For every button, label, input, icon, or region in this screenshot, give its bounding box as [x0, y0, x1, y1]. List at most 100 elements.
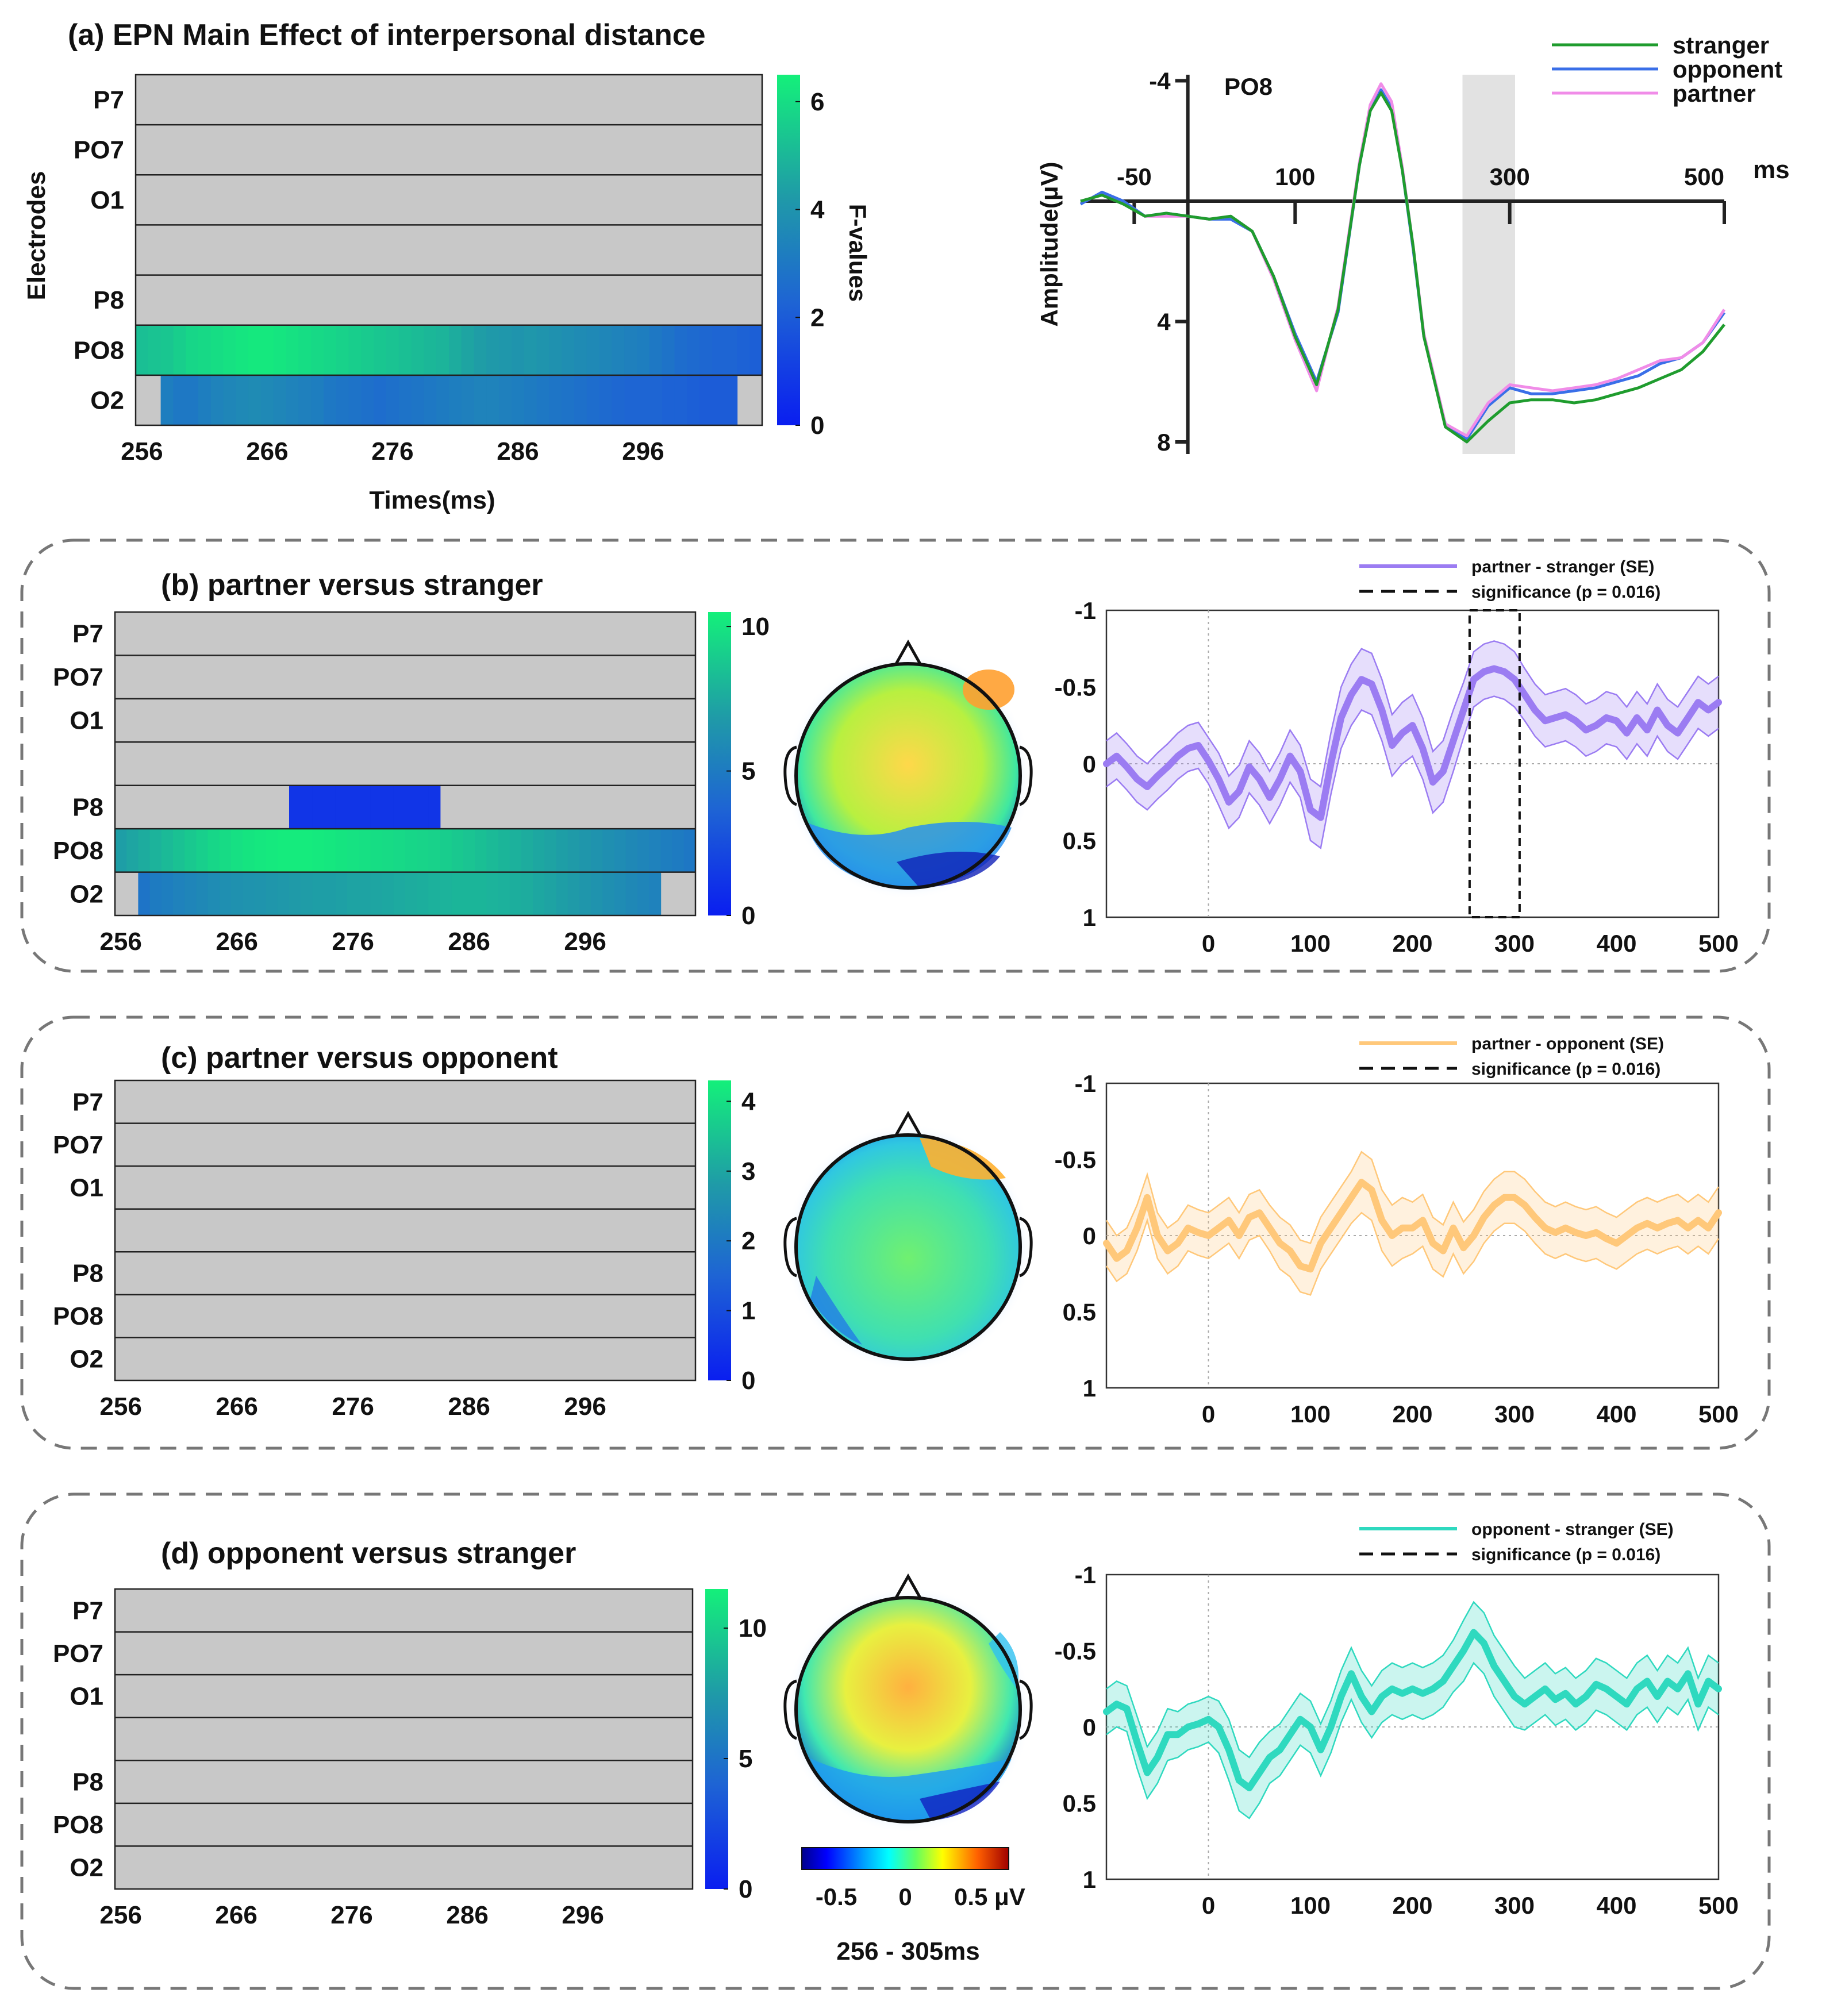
heatmap-cell	[161, 872, 174, 915]
heatmap-cell	[662, 325, 675, 375]
diff-plot-y-tick-label: 1	[1083, 1866, 1096, 1893]
heatmap-cell	[624, 325, 637, 375]
heatmap-x-tick: 256	[121, 437, 163, 465]
heatmap-row-label: O1	[70, 1682, 103, 1710]
heatmap-row-label: O2	[70, 880, 103, 908]
diff-plot-x-tick-label: 200	[1392, 1892, 1432, 1919]
heatmap-cell	[160, 325, 174, 375]
heatmap-cell	[386, 325, 399, 375]
topomap-c-left-ear	[783, 1217, 797, 1278]
colorbar-tick-label: 4	[810, 196, 825, 224]
heatmap-cell	[347, 785, 359, 829]
heatmap-cell	[562, 325, 575, 375]
heatmap-cell	[149, 829, 162, 872]
heatmap-x-tick: 266	[215, 1901, 257, 1929]
heatmap-frame	[114, 1588, 694, 1890]
heatmap-row-label: PO8	[53, 1302, 103, 1330]
diff-plot-mean-line	[1103, 1179, 1722, 1273]
heatmap-cell	[173, 325, 186, 375]
diff-plot-x-tick-label: 400	[1596, 930, 1636, 957]
legend-text-partner: partner	[1673, 80, 1756, 107]
heatmap-row-label: P7	[72, 1088, 103, 1116]
heatmap-cell	[231, 829, 243, 872]
heatmap-c: P7 PO7 O1 P8 PO8 O2 256 266 276 286 296 0 1 2 3 4	[53, 1079, 756, 1421]
heatmap-cell	[549, 325, 562, 375]
heatmap-cell	[207, 829, 220, 872]
panel-d-title: (d) opponent versus stranger	[161, 1537, 576, 1570]
diff-plot-y-tick-label: 1	[1083, 1375, 1096, 1402]
heatmap-cell	[674, 325, 687, 375]
heatmap-cell	[637, 829, 649, 872]
heatmap-cell	[524, 325, 537, 375]
heatmap-cell	[223, 325, 237, 375]
heatmap-cell	[289, 829, 301, 872]
heatmap-row-label: P7	[93, 86, 124, 114]
topomap-d-strong-negative	[920, 1782, 1000, 1821]
heatmap-cell	[411, 325, 425, 375]
heatmap-cell	[286, 325, 299, 375]
diff-plot-x-tick-label: 500	[1698, 1892, 1739, 1919]
heatmap-cell	[474, 375, 487, 425]
panel-a: (a) EPN Main Effect of interpersonal dis…	[22, 18, 1790, 514]
heatmap-cell	[591, 872, 604, 915]
heatmap-a-ylabel: Electrodes	[22, 171, 51, 301]
heatmap-row-label: O1	[70, 1174, 103, 1202]
erp-a-legend: stranger opponent partner	[1552, 32, 1782, 107]
heatmap-cell	[612, 325, 625, 375]
heatmap-cell	[184, 872, 197, 915]
heatmap-frame	[134, 74, 763, 426]
diff-plot-y-tick-label: -1	[1075, 1070, 1096, 1097]
heatmap-cell	[536, 375, 550, 425]
heatmap-x-tick: 276	[332, 928, 374, 956]
colorbar-tick-label: 2	[741, 1227, 755, 1255]
heatmap-cell	[173, 872, 185, 915]
heatmap-cell	[637, 872, 649, 915]
heatmap-cell	[463, 872, 475, 915]
topomap-d-left-ear	[783, 1679, 797, 1740]
diff-b: -1 -0.5 0 0.5 1 0 100 200 300 400 500 partner - str…	[1055, 557, 1739, 957]
heatmap-x-tick: 286	[448, 1392, 490, 1421]
heatmap-cell	[649, 325, 663, 375]
topomap-b-positive-spot	[963, 670, 1014, 710]
diff-legend-sig-label: significance (p = 0.016)	[1471, 583, 1660, 602]
heatmap-cell	[348, 325, 362, 375]
diff-plot-y-tick-label: 0.5	[1063, 1790, 1096, 1817]
heatmap-cell	[393, 785, 406, 829]
heatmap-cell	[161, 829, 174, 872]
colorbar	[708, 1080, 731, 1380]
heatmap-row-label: O2	[70, 1854, 103, 1882]
topomap-b	[783, 639, 1033, 899]
erp-a-x-tick-label: 500	[1684, 163, 1724, 190]
heatmap-cell	[289, 785, 301, 829]
colorbar-tick-label: 4	[741, 1087, 756, 1115]
heatmap-cell	[115, 829, 127, 872]
heatmap-cell	[486, 829, 499, 872]
topomap-b-left-ear	[783, 745, 797, 806]
colorbar-tick-label: 5	[741, 757, 755, 786]
erp-a: -50 100 300 500 -4 4 8	[1079, 67, 1726, 456]
diff-plot-se-band	[1106, 641, 1719, 848]
heatmap-cell	[417, 872, 429, 915]
heatmap-x-tick: 286	[448, 928, 490, 956]
heatmap-cell	[196, 829, 209, 872]
heatmap-cell	[273, 325, 287, 375]
heatmap-cell	[602, 872, 615, 915]
heatmap-cell	[149, 872, 162, 915]
heatmap-cell	[637, 325, 650, 375]
heatmap-cell	[637, 375, 650, 425]
heatmap-d: P7 PO7 O1 P8 PO8 O2 256 266 276 286 296 0 5 10	[53, 1588, 767, 1929]
heatmap-cell	[186, 325, 199, 375]
heatmap-cell	[243, 872, 255, 915]
heatmap-cell	[277, 872, 290, 915]
heatmap-cell	[549, 375, 562, 425]
heatmap-cell	[672, 829, 685, 872]
heatmap-cell	[567, 872, 580, 915]
heatmap-cell	[512, 325, 525, 375]
colorbar-tick-label: 10	[741, 613, 770, 641]
colorbar-tick-label: 2	[810, 303, 824, 332]
heatmap-cell	[649, 872, 662, 915]
diff-plot-x-tick-label: 400	[1596, 1401, 1636, 1428]
heatmap-cell	[223, 375, 237, 425]
diff-plot-x-tick-label: 400	[1596, 1892, 1636, 1919]
heatmap-cell	[724, 375, 738, 425]
